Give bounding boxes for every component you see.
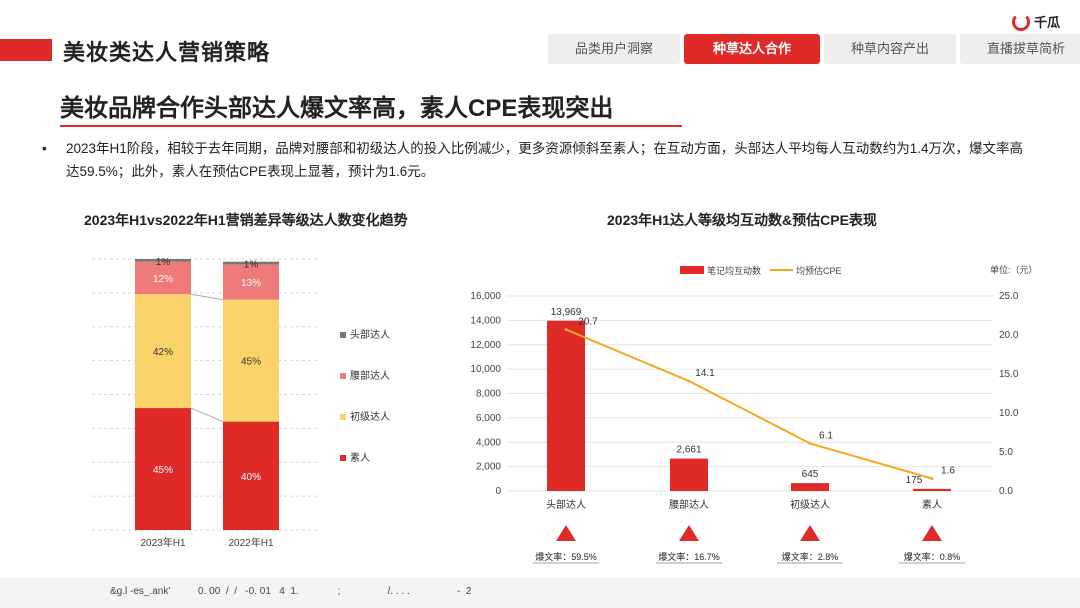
x-tick-label: 初级达人 <box>790 498 830 511</box>
chart2-title: 2023年H1达人等级均互动数&预估CPE表现 <box>607 212 877 228</box>
legend-label: 笔记均互动数 <box>707 265 761 276</box>
y-tick-label: 2,000 <box>476 462 501 473</box>
legend-swatch <box>340 332 346 338</box>
legend-swatch <box>340 414 346 420</box>
triangle-icon <box>922 525 942 541</box>
viral-rate-label: 爆文率：0.8% <box>904 551 961 562</box>
footer-text: &g.l -es_.ank' 0. 00 / / -0. 01 4 1. ; /… <box>110 586 472 597</box>
line-value-label: 20.7 <box>578 317 598 328</box>
bar <box>547 320 585 491</box>
y-tick-label: 0 <box>495 486 501 497</box>
tab-influencer-cooperation[interactable]: 种草达人合作 <box>684 34 820 64</box>
x-tick-label: 腰部达人 <box>669 498 709 511</box>
unit-note: 单位:（元） <box>990 264 1038 275</box>
y2-tick-label: 0.0 <box>999 486 1013 497</box>
legend-swatch <box>680 266 704 274</box>
bar <box>670 458 708 491</box>
y-tick-label: 16,000 <box>470 291 501 302</box>
summary-text: 2023年H1阶段，相较于去年同期，品牌对腰部和初级达人的投入比例减少，更多资源… <box>66 141 1024 179</box>
viral-rate-label: 爆文率：59.5% <box>535 551 597 562</box>
data-label: 1% <box>156 257 171 268</box>
line-value-label: 6.1 <box>819 430 833 441</box>
summary-bullet: • 2023年H1阶段，相较于去年同期，品牌对腰部和初级达人的投入比例减少，更多… <box>42 137 1032 183</box>
legend-label: 素人 <box>350 451 370 464</box>
bar-segment <box>223 264 279 300</box>
bar-value-label: 645 <box>802 469 819 480</box>
y-tick-label: 12,000 <box>470 340 501 351</box>
bar-segment <box>135 408 191 530</box>
data-label: 1% <box>244 260 259 271</box>
bullet-dot: • <box>42 141 47 156</box>
y-tick-label: 14,000 <box>470 315 501 326</box>
legend-label: 初级达人 <box>350 410 390 423</box>
page-title: 美妆类达人营销策略 <box>63 40 271 65</box>
footer-bar <box>0 578 1080 608</box>
section-tabs: 品类用户洞察 种草达人合作 种草内容产出 直播拔草简析 <box>548 34 1080 64</box>
y2-tick-label: 5.0 <box>999 447 1013 458</box>
tab-live-analysis[interactable]: 直播拔草简析 <box>960 34 1080 64</box>
headline-underline <box>60 125 682 127</box>
legend-swatch <box>340 455 346 461</box>
y2-tick-label: 10.0 <box>999 408 1019 419</box>
connector-line <box>190 293 224 301</box>
triangle-icon <box>679 525 699 541</box>
chart1-title: 2023年H1vs2022年H1营销差异等级达人数变化趋势 <box>84 212 408 228</box>
triangle-icon <box>800 525 820 541</box>
tab-content-output[interactable]: 种草内容产出 <box>824 34 956 64</box>
y-tick-label: 4,000 <box>476 437 501 448</box>
data-label: 13% <box>241 278 261 289</box>
line-point <box>808 441 812 445</box>
legend-swatch <box>340 373 346 379</box>
bar <box>791 483 829 491</box>
y-tick-label: 10,000 <box>470 364 501 375</box>
bar-value-label: 2,661 <box>676 445 701 456</box>
bar-segment <box>223 261 279 265</box>
data-label: 45% <box>241 357 261 368</box>
y-tick-label: 8,000 <box>476 389 501 400</box>
headline: 美妆品牌合作头部达人爆文率高，素人CPE表现突出 <box>60 95 614 122</box>
bar-segment <box>135 261 191 295</box>
y2-tick-label: 25.0 <box>999 291 1019 302</box>
legend-label: 头部达人 <box>350 328 390 341</box>
viral-rate-label: 爆文率：2.8% <box>782 551 839 562</box>
cpe-line <box>565 328 933 480</box>
line-point <box>687 379 691 383</box>
bar-segment <box>135 259 191 262</box>
connector-line <box>190 407 224 423</box>
data-label: 40% <box>241 472 261 483</box>
bar-segment <box>223 299 279 422</box>
data-label: 42% <box>153 347 173 358</box>
bar-value-label: 175 <box>906 475 923 486</box>
logo-icon <box>1011 12 1030 31</box>
legend-label: 均预估CPE <box>796 265 842 276</box>
triangle-icon <box>556 525 576 541</box>
data-label: 45% <box>153 465 173 476</box>
title-accent-bar <box>0 39 52 61</box>
data-label: 12% <box>153 274 173 285</box>
x-tick-label: 2023年H1 <box>140 536 185 549</box>
x-tick-label: 素人 <box>922 498 942 511</box>
y2-tick-label: 20.0 <box>999 330 1019 341</box>
y-tick-label: 6,000 <box>476 413 501 424</box>
bar-segment <box>223 421 279 530</box>
line-value-label: 14.1 <box>695 368 715 379</box>
y2-tick-label: 15.0 <box>999 369 1019 380</box>
viral-rate-label: 爆文率：16.7% <box>658 551 720 562</box>
line-point <box>564 328 568 332</box>
legend-label: 腰部达人 <box>350 369 390 382</box>
line-point <box>930 477 934 481</box>
bar-segment <box>135 294 191 409</box>
tab-category-insight[interactable]: 品类用户洞察 <box>548 34 680 64</box>
bar-value-label: 13,969 <box>551 307 582 318</box>
bar <box>913 488 951 491</box>
line-value-label: 1.6 <box>941 466 955 477</box>
x-tick-label: 2022年H1 <box>228 536 273 549</box>
x-tick-label: 头部达人 <box>546 498 586 511</box>
logo-text: 千瓜 <box>1033 15 1060 30</box>
brand-logo: 千瓜 <box>1011 12 1060 31</box>
